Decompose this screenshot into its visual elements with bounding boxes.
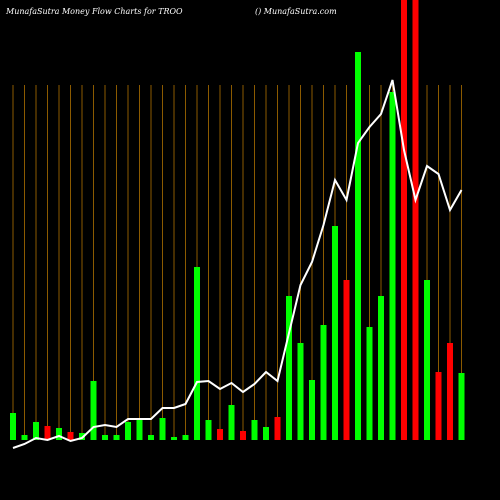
bar: [125, 422, 131, 440]
bar: [56, 428, 62, 440]
bar: [171, 437, 177, 440]
bar: [33, 422, 39, 440]
bar: [458, 373, 465, 440]
bar: [309, 380, 315, 440]
bar: [217, 429, 223, 440]
bar: [435, 372, 442, 440]
chart-title: MunafaSutra Money Flow Charts for TROO: [5, 7, 183, 16]
bar: [21, 435, 28, 440]
bar: [67, 432, 74, 440]
bar: [447, 343, 453, 440]
bar: [274, 417, 281, 440]
bar: [297, 343, 304, 440]
bar: [251, 420, 258, 440]
bar: [228, 405, 235, 440]
bar: [205, 420, 212, 440]
bar: [332, 226, 338, 440]
chart-subtitle: () MunafaSutra.com: [255, 7, 337, 16]
bar: [378, 296, 384, 440]
bar: [366, 327, 373, 440]
bar: [90, 381, 97, 440]
bar: [401, 0, 407, 440]
bar: [44, 426, 51, 440]
bar: [102, 435, 108, 440]
bar: [113, 435, 120, 440]
bar: [343, 280, 350, 440]
bar: [355, 52, 361, 440]
bar: [182, 435, 189, 440]
bar: [194, 267, 200, 440]
bar: [263, 427, 269, 440]
bar: [389, 92, 396, 440]
bar: [320, 325, 327, 440]
bar: [286, 296, 292, 440]
bar: [79, 433, 85, 440]
bar: [148, 435, 154, 440]
bar: [159, 418, 166, 440]
bar: [10, 413, 16, 440]
bar: [424, 280, 430, 440]
bar: [136, 420, 143, 440]
money-flow-line: [12, 79, 463, 449]
bar: [412, 0, 419, 440]
bar: [240, 431, 246, 440]
